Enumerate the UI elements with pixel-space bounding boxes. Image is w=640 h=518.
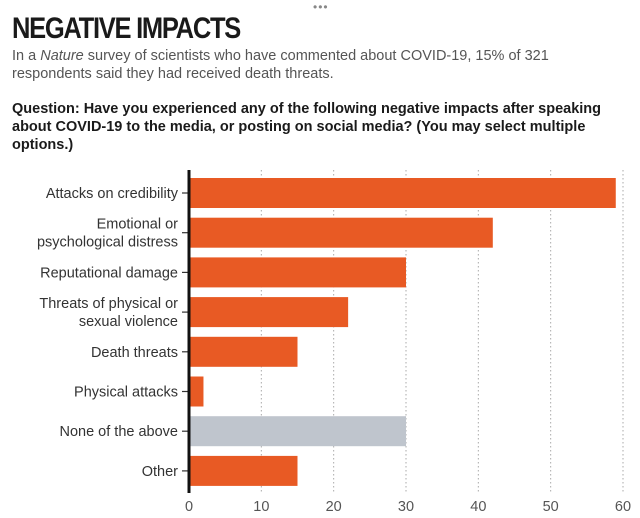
x-tick-label: 60: [615, 499, 631, 515]
chart-subtitle: In a Nature survey of scientists who hav…: [12, 47, 612, 83]
category-label: psychological distress: [37, 235, 178, 251]
x-tick-label: 40: [470, 499, 486, 515]
category-label: Emotional or: [97, 217, 179, 233]
category-labels: Attacks on credibility Emotional or psycho…: [37, 186, 189, 480]
category-label: Physical attacks: [74, 385, 178, 401]
bar: [189, 376, 204, 407]
tick-labels: 0 10 20 30 40 50 60: [185, 499, 631, 515]
subtitle-journal-name: Nature: [40, 48, 84, 64]
category-label: Death threats: [91, 345, 178, 361]
category-label: Other: [142, 464, 178, 480]
bar: [189, 455, 298, 486]
category-label: sexual violence: [79, 314, 178, 330]
survey-question: Question: Have you experienced any of th…: [12, 101, 602, 153]
x-tick-label: 30: [398, 499, 414, 515]
category-label: None of the above: [59, 424, 178, 440]
bar: [189, 416, 406, 447]
subtitle-text: In a: [12, 48, 41, 64]
subtitle-text-rest: survey of scientists who have commented …: [12, 48, 549, 82]
x-tick-label: 20: [326, 499, 342, 515]
category-label: Threats of physical or: [39, 296, 178, 312]
x-tick-label: 10: [253, 499, 269, 515]
bar: [189, 336, 298, 367]
bar: [189, 178, 616, 208]
bar: [189, 217, 493, 248]
bar: [189, 297, 349, 328]
x-tick-label: 50: [543, 499, 559, 515]
bar: [189, 257, 406, 288]
bars: [189, 178, 616, 486]
x-tick-label: 0: [185, 499, 193, 515]
category-label: Attacks on credibility: [46, 186, 179, 202]
category-label: Reputational damage: [40, 265, 178, 281]
chart-title: NEGATIVE IMPACTS: [12, 12, 241, 45]
more-options-icon[interactable]: •••: [313, 0, 329, 14]
